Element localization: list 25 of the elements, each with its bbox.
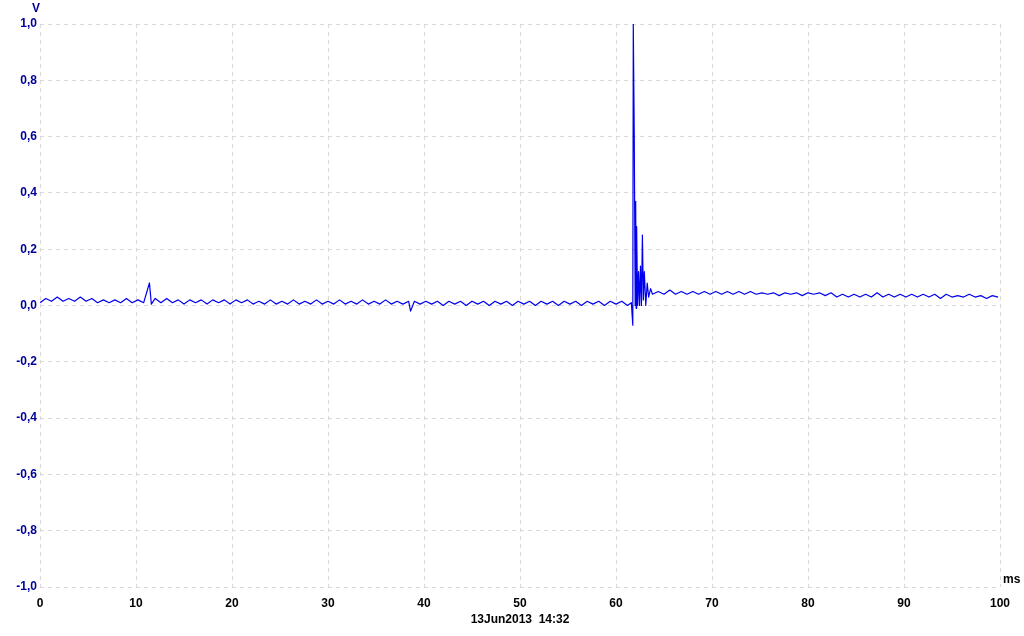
x-tick-label: 50 (513, 595, 527, 610)
text: 13Jun2013 14:32 (470, 612, 570, 627)
y-axis-title: V (31, 1, 40, 16)
y-tick-label: 0,4 (20, 185, 38, 200)
x-tick-label: 40 (417, 595, 431, 610)
y-tick-label: 0,6 (20, 128, 38, 143)
x-tick-label: 70 (705, 595, 719, 610)
y-tick-label: -0,8 (16, 523, 38, 538)
y-tick-label: -0,6 (16, 466, 38, 481)
x-tick-label: 60 (609, 595, 623, 610)
y-tick-label: -0,4 (16, 410, 38, 425)
y-tick-label: -0,2 (16, 354, 38, 369)
y-tick-label: 1,0 (20, 16, 38, 31)
x-tick-label: 80 (801, 595, 815, 610)
y-tick-label: 0,2 (20, 241, 38, 256)
x-tick-label: 100 (989, 595, 1011, 610)
x-axis-title: ms (1003, 572, 1021, 587)
x-tick-label: 20 (225, 595, 239, 610)
y-tick-label: 0,0 (20, 297, 38, 312)
x-tick-label: 30 (321, 595, 335, 610)
x-tick-label: 90 (897, 595, 911, 610)
x-tick-label: 10 (129, 595, 143, 610)
x-tick-label: 0 (36, 595, 44, 610)
y-tick-label: 0,8 (20, 72, 38, 87)
y-tick-label: -1,0 (16, 579, 38, 594)
